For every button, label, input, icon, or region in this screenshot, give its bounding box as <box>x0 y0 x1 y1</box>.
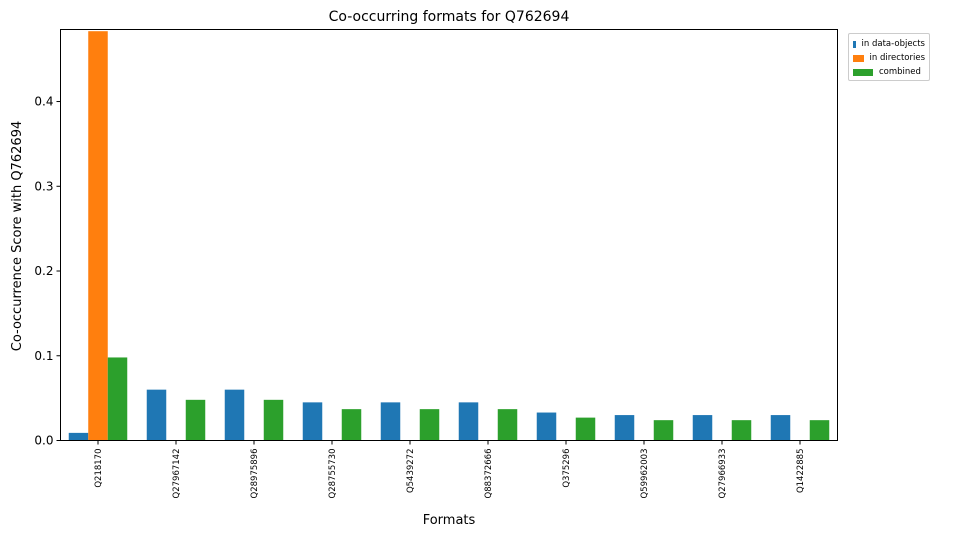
bar-Q27967142-in-data-objects <box>146 389 167 441</box>
bar-Q28975896-combined <box>263 399 284 441</box>
x-tick-label: Q27966933 <box>718 449 728 499</box>
y-tick-label: 0.4 <box>34 95 53 109</box>
x-tick-label: Q27967142 <box>172 449 182 499</box>
bar-Q5439272-in-data-objects <box>380 402 401 441</box>
x-axis-label: Formats <box>423 513 476 528</box>
bar-Q28755730-combined <box>341 409 362 441</box>
legend-label: in data-objects <box>861 39 925 49</box>
bar-Q218170-in-directories <box>88 31 108 441</box>
bar-Q218170-combined <box>107 357 128 441</box>
x-tick-label: Q5439272 <box>406 449 416 494</box>
x-tick-label: Q1422885 <box>796 449 806 494</box>
y-tick-label: 0.0 <box>34 434 53 448</box>
bars-layer <box>68 31 830 441</box>
y-tick-label: 0.2 <box>34 264 53 278</box>
legend-swatch <box>853 54 864 62</box>
x-tick-label: Q218170 <box>94 449 104 488</box>
x-tick-label: Q59962003 <box>640 449 650 499</box>
legend-label: combined <box>879 67 921 77</box>
bar-Q1422885-combined <box>809 420 830 441</box>
bar-Q59962003-in-data-objects <box>614 415 635 441</box>
bar-Q5439272-combined <box>419 409 440 441</box>
y-axis-label: Co-occurrence Score with Q762694 <box>10 121 25 352</box>
plot-frame <box>60 29 838 441</box>
bar-Q27967142-combined <box>185 399 206 441</box>
bar-Q59962003-combined <box>653 420 674 441</box>
chart-legend: in data-objects in directories combined <box>848 33 930 81</box>
x-tick-label: Q28975896 <box>250 449 260 499</box>
bar-Q375296-in-data-objects <box>536 412 557 441</box>
bar-Q27966933-combined <box>731 420 752 441</box>
legend-label: in directories <box>869 53 925 63</box>
bar-Q28755730-in-data-objects <box>302 402 323 441</box>
legend-item-directories: in directories <box>853 51 925 65</box>
x-tick-label: Q88372666 <box>484 449 494 499</box>
bar-Q218170-in-data-objects <box>68 432 89 441</box>
bar-Q28975896-in-data-objects <box>224 389 245 441</box>
bar-Q88372666-in-data-objects <box>458 402 479 441</box>
legend-item-combined: combined <box>853 65 925 79</box>
legend-swatch <box>853 68 873 76</box>
chart-title: Co-occurring formats for Q762694 <box>329 9 570 25</box>
y-axis-ticks: 0.0 0.1 0.2 0.3 0.4 <box>34 95 61 448</box>
bar-Q88372666-combined <box>497 409 518 441</box>
legend-swatch <box>853 40 856 48</box>
bar-Q1422885-in-data-objects <box>770 415 791 441</box>
x-axis-ticks: Q218170 Q27967142 Q28975896 Q28755730 Q54392… <box>94 440 806 499</box>
y-tick-label: 0.3 <box>34 179 53 193</box>
y-tick-label: 0.1 <box>34 349 53 363</box>
bar-Q27966933-in-data-objects <box>692 415 713 441</box>
x-tick-label: Q375296 <box>562 449 572 488</box>
x-tick-label: Q28755730 <box>328 449 338 499</box>
legend-item-data-objects: in data-objects <box>853 37 925 51</box>
bar-Q375296-combined <box>575 417 596 441</box>
